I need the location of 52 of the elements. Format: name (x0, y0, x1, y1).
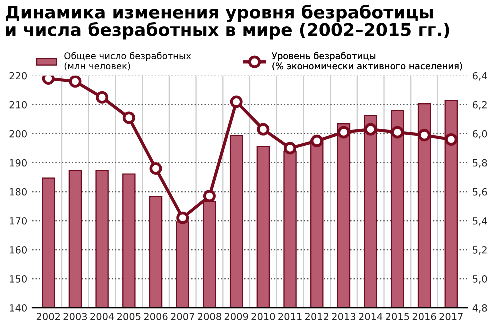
y-tick-label: 150 (10, 275, 27, 283)
x-tick-label: 2006 (144, 313, 168, 320)
point (69, 76, 82, 88)
x-tick-label: 2012 (305, 313, 329, 320)
y2-tick-label: 6,4 (473, 72, 488, 81)
x-tick-label: 2003 (64, 313, 88, 320)
y-tick-label: 170 (10, 217, 27, 225)
y-tick-label: 210 (10, 101, 27, 109)
x-tick-label: 2010 (252, 313, 276, 320)
point (203, 190, 216, 203)
x-tick-label: 2005 (118, 313, 141, 320)
y2-tick-label: 5,6 (473, 188, 488, 197)
y2-tick-label: 6,0 (473, 130, 488, 139)
y2-tick-label: 6,2 (473, 101, 487, 110)
x-tick-label: 2009 (224, 313, 248, 320)
x-tick-label: 2016 (412, 313, 436, 320)
point (96, 91, 109, 104)
y-tick-label: 180 (10, 188, 27, 196)
y-tick-label: 190 (10, 159, 27, 167)
x-tick-label: 2014 (359, 313, 383, 320)
y2-tick-label: 5,8 (473, 159, 488, 168)
point (150, 162, 162, 175)
y-tick-label: 200 (10, 130, 27, 138)
point (418, 129, 431, 142)
y-tick-label: 160 (10, 246, 27, 254)
point (284, 142, 297, 155)
chart-title: Динамика изменения уровня безработицы и числа безработных в мире (2002–2015 гг.) (6, 4, 450, 40)
x-tick-label: 2011 (278, 313, 302, 320)
x-tick-label: 2004 (90, 313, 114, 320)
point (230, 96, 243, 108)
point (176, 212, 190, 224)
legend-label: Общее число безработных (млн человек) (64, 52, 192, 71)
x-tick-label: 2017 (440, 313, 463, 320)
y-tick-label: 220 (10, 72, 27, 80)
x-tick-label: 2015 (386, 313, 410, 320)
point (391, 126, 404, 139)
y-tick-label: 140 (10, 304, 27, 312)
point (310, 134, 324, 148)
y2-tick-label: 4,8 (472, 304, 488, 313)
point (257, 123, 270, 136)
point (445, 133, 458, 146)
x-tick-label: 2007 (171, 313, 194, 320)
x-tick-label: 2002 (36, 313, 60, 320)
y2-tick-label: 5,2 (473, 246, 487, 255)
point (364, 123, 378, 136)
legend-label: Уровень безработицы (% экономически активного населения) (272, 52, 462, 71)
x-tick-label: 2013 (332, 313, 356, 320)
y2-tick-label: 5,0 (473, 275, 488, 284)
point (338, 126, 350, 139)
point (122, 112, 136, 124)
x-tick-label: 2008 (198, 313, 222, 320)
y2-tick-label: 5,4 (473, 218, 488, 226)
